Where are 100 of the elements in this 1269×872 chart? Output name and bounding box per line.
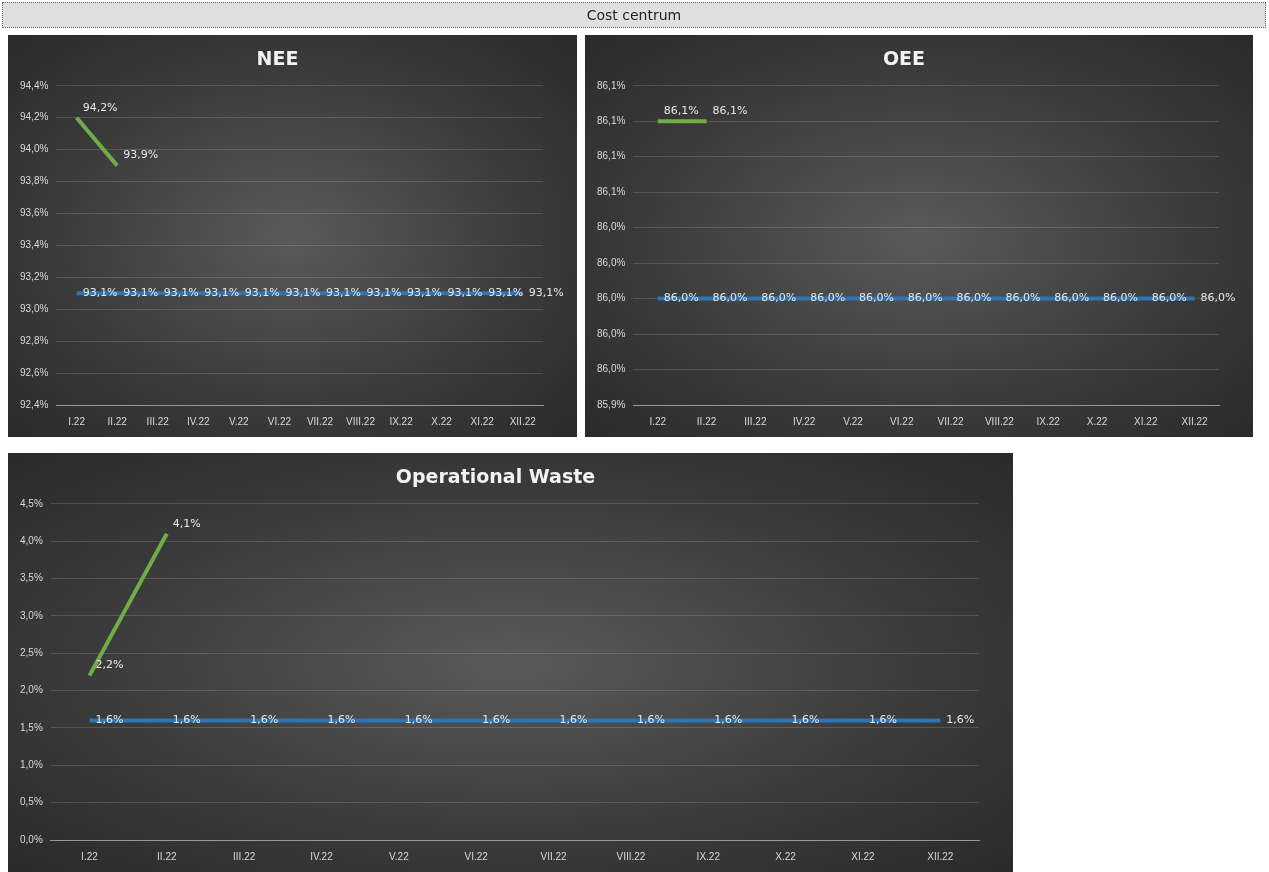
y-tick-label: 4,5%: [20, 497, 43, 509]
y-tick-label: 86,0%: [597, 292, 626, 304]
chart-title: Operational Waste: [395, 465, 596, 488]
y-tick-label: 93,4%: [20, 239, 49, 251]
data-label: 86,0%: [1200, 291, 1236, 305]
y-tick-label: 86,0%: [597, 221, 626, 233]
x-tick-label: IV.22: [792, 415, 816, 427]
data-label: 86,0%: [810, 291, 846, 305]
x-tick-label: IV.22: [310, 850, 334, 862]
data-label: 93,1%: [285, 286, 321, 300]
y-tick-label: 94,2%: [20, 111, 49, 123]
x-tick-label: V.22: [389, 850, 410, 862]
y-tick-label: 94,4%: [20, 79, 49, 91]
x-tick-label: I.22: [649, 415, 667, 427]
y-tick-label: 93,0%: [20, 302, 49, 314]
data-label: 86,0%: [1151, 291, 1187, 305]
data-label: 86,0%: [663, 291, 699, 305]
y-tick-label: 2,5%: [20, 646, 43, 658]
x-tick-label: III.22: [233, 850, 256, 862]
data-label: 1,6%: [714, 713, 743, 727]
data-label: 93,1%: [528, 286, 564, 300]
x-tick-label: VI.22: [464, 850, 489, 862]
y-tick-label: 86,1%: [597, 115, 626, 127]
x-tick-label: X.22: [431, 415, 453, 427]
text: Cost centrum: [2, 2, 1266, 28]
x-tick-label: VI.22: [267, 415, 292, 427]
data-label: 86,0%: [956, 291, 992, 305]
data-label: 1,6%: [946, 713, 975, 727]
y-tick-label: 85,9%: [597, 398, 626, 410]
data-label: 1,6%: [868, 713, 897, 727]
y-tick-label: 92,8%: [20, 334, 49, 346]
data-label: 1,6%: [95, 713, 124, 727]
y-tick-label: 92,4%: [20, 398, 49, 410]
data-label: 1,6%: [250, 713, 279, 727]
data-label: 94,2%: [82, 100, 118, 114]
y-tick-label: 2,0%: [20, 684, 43, 696]
x-tick-label: X.22: [775, 850, 797, 862]
data-label: 1,6%: [791, 713, 820, 727]
y-tick-label: 86,0%: [597, 327, 626, 339]
data-label: 1,6%: [482, 713, 511, 727]
data-label: 93,9%: [123, 148, 159, 162]
data-label: 2,2%: [95, 658, 124, 672]
data-label: 93,1%: [325, 286, 361, 300]
data-label: 86,0%: [858, 291, 894, 305]
y-tick-label: 92,6%: [20, 366, 49, 378]
x-tick-label: IX.22: [1036, 415, 1061, 427]
y-tick-label: 3,5%: [20, 572, 43, 584]
x-tick-label: IV.22: [187, 415, 210, 427]
x-tick-label: VII.22: [540, 850, 568, 862]
data-label: 86,0%: [907, 291, 943, 305]
x-tick-label: I.22: [81, 850, 99, 862]
data-label: 86,0%: [1054, 291, 1090, 305]
y-tick-label: 93,8%: [20, 175, 49, 187]
y-tick-label: 94,0%: [20, 143, 49, 155]
y-tick-label: 86,0%: [597, 256, 626, 268]
data-label: 86,0%: [712, 291, 748, 305]
x-tick-label: VII.22: [306, 415, 334, 427]
y-tick-label: 3,0%: [20, 609, 43, 621]
x-tick-label: IX.22: [696, 850, 721, 862]
x-tick-label: VI.22: [890, 415, 914, 427]
x-tick-label: VIII.22: [346, 415, 376, 427]
x-tick-label: VII.22: [937, 415, 965, 427]
data-label: 4,1%: [172, 516, 201, 530]
data-label: 86,0%: [1102, 291, 1138, 305]
x-tick-label: V.22: [229, 415, 250, 427]
chart-title: OEE: [882, 47, 926, 70]
data-label: 93,1%: [123, 286, 159, 300]
data-label: 93,1%: [488, 286, 524, 300]
x-tick-label: II.22: [696, 415, 717, 427]
y-tick-label: 1,0%: [20, 759, 43, 771]
x-tick-label: VIII.22: [984, 415, 1015, 427]
y-tick-label: 0,0%: [20, 833, 43, 845]
data-label: 86,0%: [761, 291, 797, 305]
data-label: 1,6%: [559, 713, 588, 727]
x-tick-label: III.22: [744, 415, 767, 427]
y-tick-label: 86,0%: [597, 363, 626, 375]
x-tick-label: V.22: [843, 415, 864, 427]
y-tick-label: 1,5%: [20, 721, 43, 733]
y-tick-label: 93,2%: [20, 271, 49, 283]
chart-title: NEE: [256, 47, 299, 70]
x-tick-label: X.22: [1086, 415, 1108, 427]
x-tick-label: I.22: [68, 415, 86, 427]
y-tick-label: 86,1%: [597, 79, 626, 91]
data-label: 93,1%: [204, 286, 240, 300]
x-tick-label: XII.22: [927, 850, 954, 862]
x-tick-label: XI.22: [851, 850, 876, 862]
data-label: 86,0%: [1005, 291, 1041, 305]
x-tick-label: II.22: [107, 415, 128, 427]
y-tick-label: 93,6%: [20, 207, 49, 219]
data-label: 93,1%: [366, 286, 402, 300]
data-label: 93,1%: [447, 286, 483, 300]
data-label: 93,1%: [163, 286, 199, 300]
x-tick-label: IX.22: [389, 415, 414, 427]
x-tick-label: XII.22: [509, 415, 537, 427]
y-tick-label: 86,1%: [597, 150, 626, 162]
y-tick-label: 86,1%: [597, 185, 626, 197]
data-label: 93,1%: [407, 286, 443, 300]
x-tick-label: II.22: [157, 850, 177, 862]
data-label: 1,6%: [636, 713, 665, 727]
data-label: 93,1%: [244, 286, 280, 300]
